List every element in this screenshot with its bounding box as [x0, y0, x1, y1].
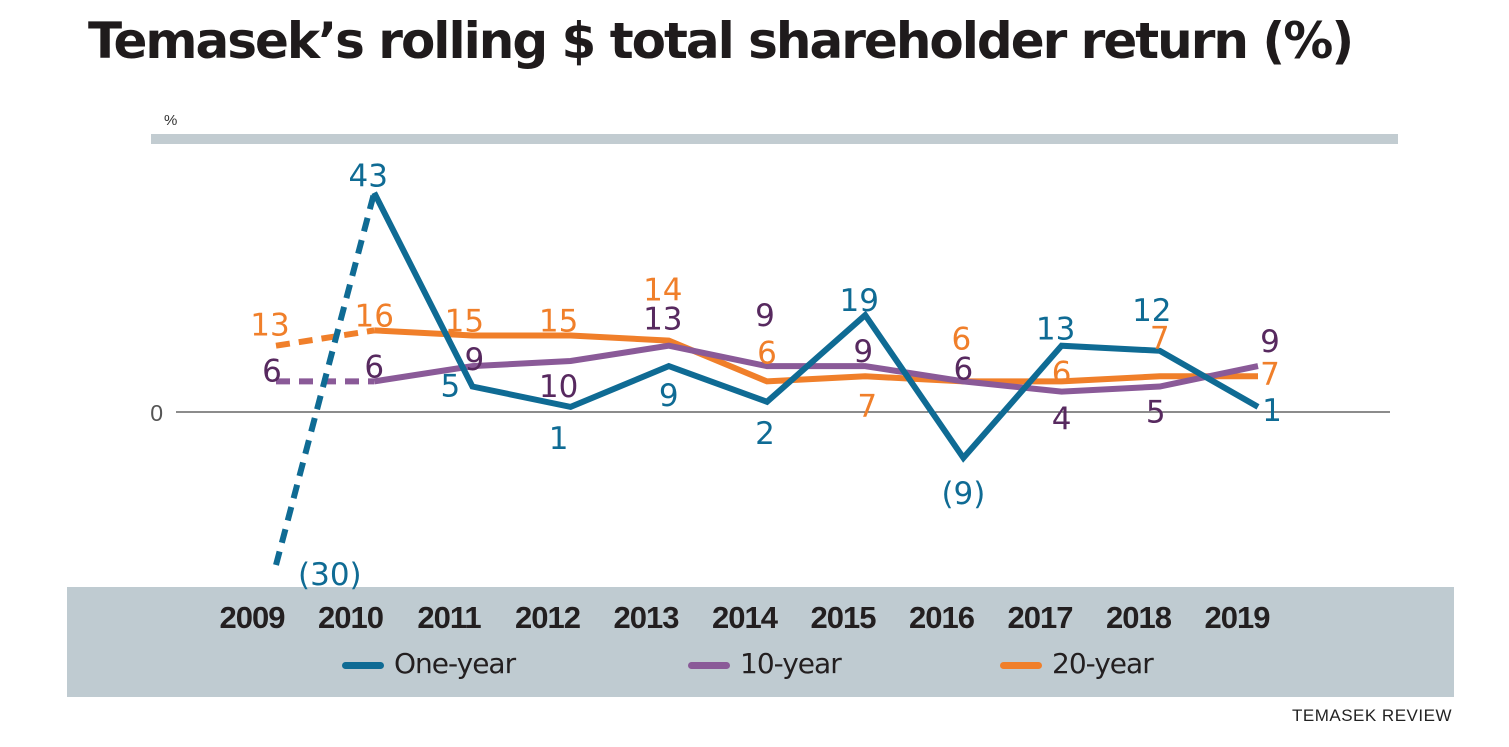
data-label-10-year: 13 [643, 302, 682, 338]
legend-swatch-20-year [1000, 662, 1042, 669]
x-tick-label: 2017 [1007, 600, 1074, 635]
series-20-year-dashed-line [275, 327, 375, 349]
x-tick-label: 2009 [219, 600, 286, 635]
data-label-20-year: 7 [1260, 356, 1280, 392]
data-label-one-year: 13 [1036, 312, 1075, 348]
data-label-20-year: 7 [857, 388, 877, 424]
x-tick-label: 2013 [613, 600, 680, 635]
x-tick-label: 2019 [1204, 600, 1271, 635]
data-label-one-year: 19 [839, 283, 878, 319]
data-label-20-year: 16 [354, 298, 393, 334]
chart-title: Temasek’s rolling $ total shareholder re… [88, 12, 1354, 70]
data-label-one-year: 1 [549, 421, 569, 457]
data-label-one-year: 12 [1132, 293, 1171, 329]
x-tick-label: 2010 [318, 600, 384, 635]
data-label-20-year: 6 [952, 321, 972, 357]
data-label-one-year: 1 [1262, 393, 1282, 429]
y-zero-label: 0 [150, 400, 163, 426]
data-label-one-year: 43 [348, 159, 387, 195]
data-label-10-year: 6 [262, 353, 282, 389]
data-label-10-year: 5 [1146, 395, 1166, 431]
data-label-10-year: 10 [539, 369, 578, 405]
data-label-20-year: 13 [250, 308, 289, 344]
data-label-one-year: 9 [659, 378, 679, 414]
legend-label-one-year: One-year [394, 647, 516, 680]
data-label-10-year: 9 [853, 334, 873, 370]
data-label-one-year: 5 [441, 369, 461, 405]
data-label-10-year: 9 [465, 342, 485, 378]
y-unit-label: % [164, 112, 178, 129]
x-tick-label: 2018 [1106, 600, 1172, 635]
data-label-20-year: 7 [1150, 320, 1170, 356]
legend-label-20-year: 20-year [1052, 647, 1154, 680]
axis-legend-panel [67, 587, 1454, 697]
data-label-10-year: 6 [364, 349, 384, 385]
data-label-10-year: 9 [1260, 324, 1280, 360]
x-tick-label: 2015 [810, 600, 877, 635]
data-label-10-year: 4 [1052, 402, 1072, 438]
source-credit: TEMASEK REVIEW [1291, 706, 1452, 725]
legend-swatch-10-year [688, 662, 730, 669]
x-tick-label: 2012 [515, 600, 581, 635]
data-label-20-year: 15 [539, 304, 578, 340]
x-tick-label: 2016 [909, 600, 975, 635]
data-label-10-year: 6 [954, 351, 974, 387]
data-label-20-year: 15 [445, 304, 484, 340]
x-tick-label: 2014 [712, 600, 778, 635]
data-label-20-year: 6 [1052, 355, 1072, 391]
legend-swatch-one-year [342, 662, 384, 669]
top-rule [151, 134, 1398, 144]
data-label-one-year: (30) [298, 557, 362, 593]
data-label-one-year: (9) [941, 476, 985, 512]
series-one-year-line [371, 191, 1260, 463]
series-10-year-line [373, 342, 1259, 395]
series-20-year-line [374, 327, 1258, 385]
data-label-10-year: 9 [755, 298, 775, 334]
legend-label-10-year: 10-year [740, 647, 842, 680]
data-label-20-year: 14 [643, 273, 682, 309]
data-label-20-year: 6 [757, 335, 777, 371]
data-label-one-year: 2 [755, 416, 775, 452]
series-one-year-dashed-line [273, 191, 378, 566]
x-tick-label: 2011 [417, 600, 481, 635]
